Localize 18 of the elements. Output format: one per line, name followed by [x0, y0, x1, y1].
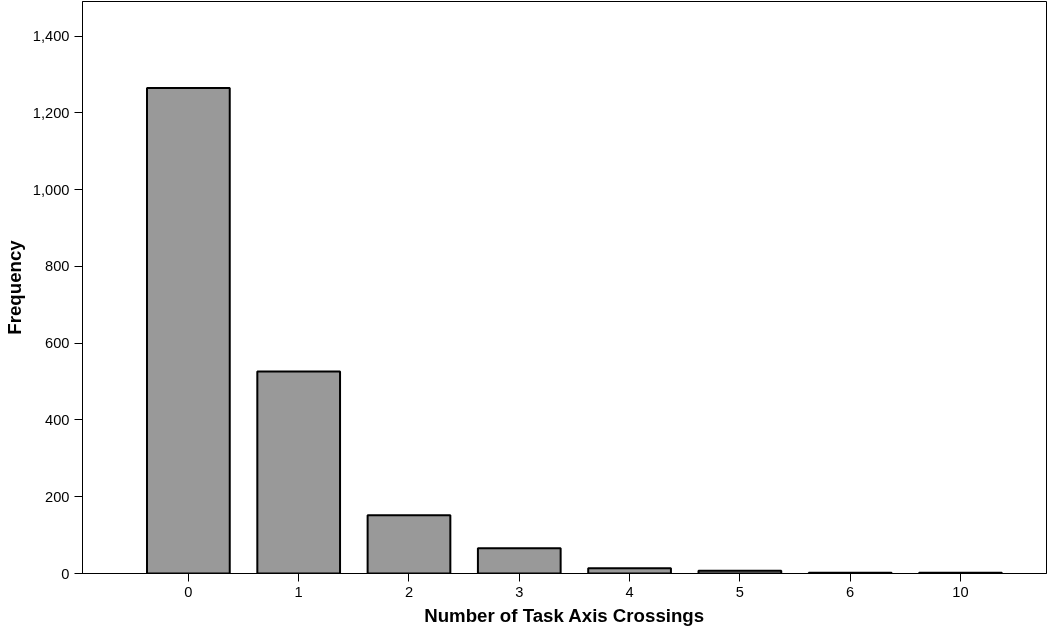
y-tick-label: 0	[61, 565, 70, 582]
x-tick-label: 3	[515, 583, 524, 600]
x-tick-label: 10	[952, 583, 969, 600]
y-tick-label: 400	[45, 411, 70, 428]
y-tick-label: 1,400	[32, 28, 70, 45]
y-tick-label: 600	[45, 335, 70, 352]
y-tick-label: 1,200	[32, 104, 70, 121]
x-tick-label: 2	[404, 583, 414, 600]
x-axis-title: Number of Task Axis Crossings	[424, 604, 705, 626]
y-tick-label: 800	[45, 258, 70, 275]
x-tick-label: 1	[294, 583, 303, 600]
y-tick-label: 1,000	[32, 181, 70, 198]
y-axis-title: Frequency	[3, 239, 25, 335]
x-tick-label: 4	[625, 583, 634, 600]
x-tick-label: 6	[846, 583, 855, 600]
x-tick-label: 0	[184, 583, 193, 600]
y-tick-label: 200	[45, 488, 70, 505]
x-tick-label: 5	[735, 583, 744, 600]
